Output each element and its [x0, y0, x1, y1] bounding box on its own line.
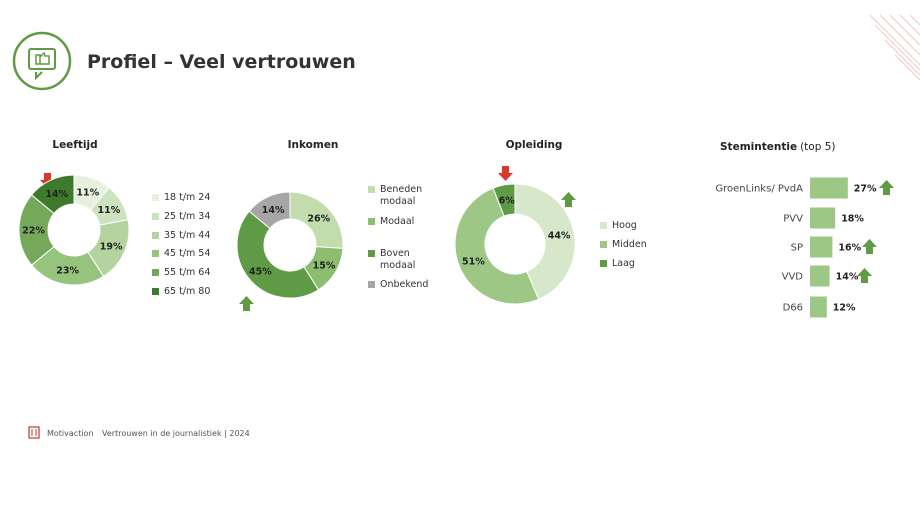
data-label: 19%: [100, 242, 123, 253]
footer-text: Vertrouwen in de journalistiek | 2024: [102, 429, 250, 438]
legend-label: 18 t/m 24: [164, 192, 211, 203]
decoration: [869, 14, 920, 81]
data-label: 12%: [833, 303, 856, 314]
donut-segment: [514, 183, 576, 300]
data-label: 45%: [249, 267, 272, 278]
data-label: 11%: [97, 205, 120, 216]
category-label: PVV: [783, 214, 803, 225]
legend-label: Hoog: [612, 220, 637, 231]
legend-label: Laag: [612, 258, 635, 269]
legend-swatch: [368, 186, 375, 193]
data-label: 27%: [854, 184, 877, 195]
legend-item: 18 t/m 24: [152, 192, 222, 204]
footer-icon: [28, 426, 40, 439]
footer-source: Motivaction: [47, 429, 94, 438]
legend-label: Boven modaal: [380, 248, 416, 271]
page-title: Profiel – Veel vertrouwen: [87, 51, 356, 73]
legend-swatch: [368, 218, 375, 225]
chart-title: Leeftijd: [52, 139, 97, 151]
bar: [810, 265, 830, 287]
bar: [810, 177, 848, 199]
data-label: 26%: [307, 213, 330, 224]
donut-segment: [289, 191, 344, 249]
legend-swatch: [152, 288, 159, 295]
legend-swatch: [152, 232, 159, 239]
data-label: 11%: [76, 187, 99, 198]
donut-segment: [454, 187, 540, 305]
legend-label: Midden: [612, 239, 647, 250]
legend-label: 25 t/m 34: [164, 211, 211, 222]
legend-label: Beneden modaal: [380, 184, 423, 207]
legend-swatch: [600, 222, 607, 229]
legend-swatch: [152, 269, 159, 276]
data-label: 6%: [499, 195, 516, 206]
category-label: SP: [791, 243, 803, 254]
data-label: 15%: [313, 261, 336, 272]
legend-item: 65 t/m 80: [152, 286, 222, 298]
significance-arrows: [40, 166, 894, 311]
data-label: 16%: [838, 243, 861, 254]
legend-label: 65 t/m 80: [164, 286, 211, 297]
data-label: 14%: [45, 189, 68, 200]
legend-item: Onbekend: [368, 279, 438, 291]
legend-label: 45 t/m 54: [164, 248, 211, 259]
legend-swatch: [600, 260, 607, 267]
legend-item: 25 t/m 34: [152, 211, 222, 223]
legend-swatch: [152, 194, 159, 201]
data-label: 51%: [462, 257, 485, 268]
bar: [810, 236, 833, 258]
legend-item: Boven modaal: [368, 248, 438, 272]
donut-segment: [236, 210, 320, 299]
bar: [810, 296, 827, 318]
category-label: D66: [783, 303, 803, 314]
chart-subtitle: (top 5): [800, 141, 835, 153]
legend-item: 45 t/m 54: [152, 248, 222, 260]
legend-item: 55 t/m 64: [152, 267, 222, 279]
data-label: 14%: [836, 272, 859, 283]
legend-item: Hoog: [600, 220, 670, 232]
legend-swatch: [600, 241, 607, 248]
legend-label: Onbekend: [380, 279, 429, 290]
legend-item: Laag: [600, 258, 670, 270]
data-label: 23%: [56, 266, 79, 277]
legend-item: Midden: [600, 239, 670, 251]
data-label: 22%: [22, 226, 45, 237]
legend-label: Modaal: [380, 216, 415, 227]
category-label: GroenLinks/ PvdA: [715, 184, 803, 195]
donut-segment: [248, 191, 291, 230]
data-label: 14%: [262, 205, 285, 216]
legend-item: 35 t/m 44: [152, 230, 222, 242]
chart-title: Opleiding: [506, 139, 563, 151]
data-label: 44%: [548, 230, 571, 241]
legend-label: 55 t/m 64: [164, 267, 211, 278]
legend-swatch: [368, 250, 375, 257]
chart-title-group: Stemintentie (top 5): [720, 141, 836, 153]
bar: [810, 207, 836, 229]
donut-segment: [492, 183, 516, 217]
chart-title: Stemintentie: [720, 141, 797, 153]
legend-swatch: [368, 281, 375, 288]
legend-swatch: [152, 250, 159, 257]
data-label: 18%: [841, 214, 864, 225]
legend-label: 35 t/m 44: [164, 230, 211, 241]
legend-item: Modaal: [368, 216, 438, 228]
legend-item: Beneden modaal: [368, 184, 438, 208]
category-label: VVD: [782, 272, 804, 283]
donut-segment: [30, 174, 75, 215]
chart-title: Inkomen: [288, 139, 339, 151]
header-icon: [12, 31, 72, 91]
legend-swatch: [152, 213, 159, 220]
